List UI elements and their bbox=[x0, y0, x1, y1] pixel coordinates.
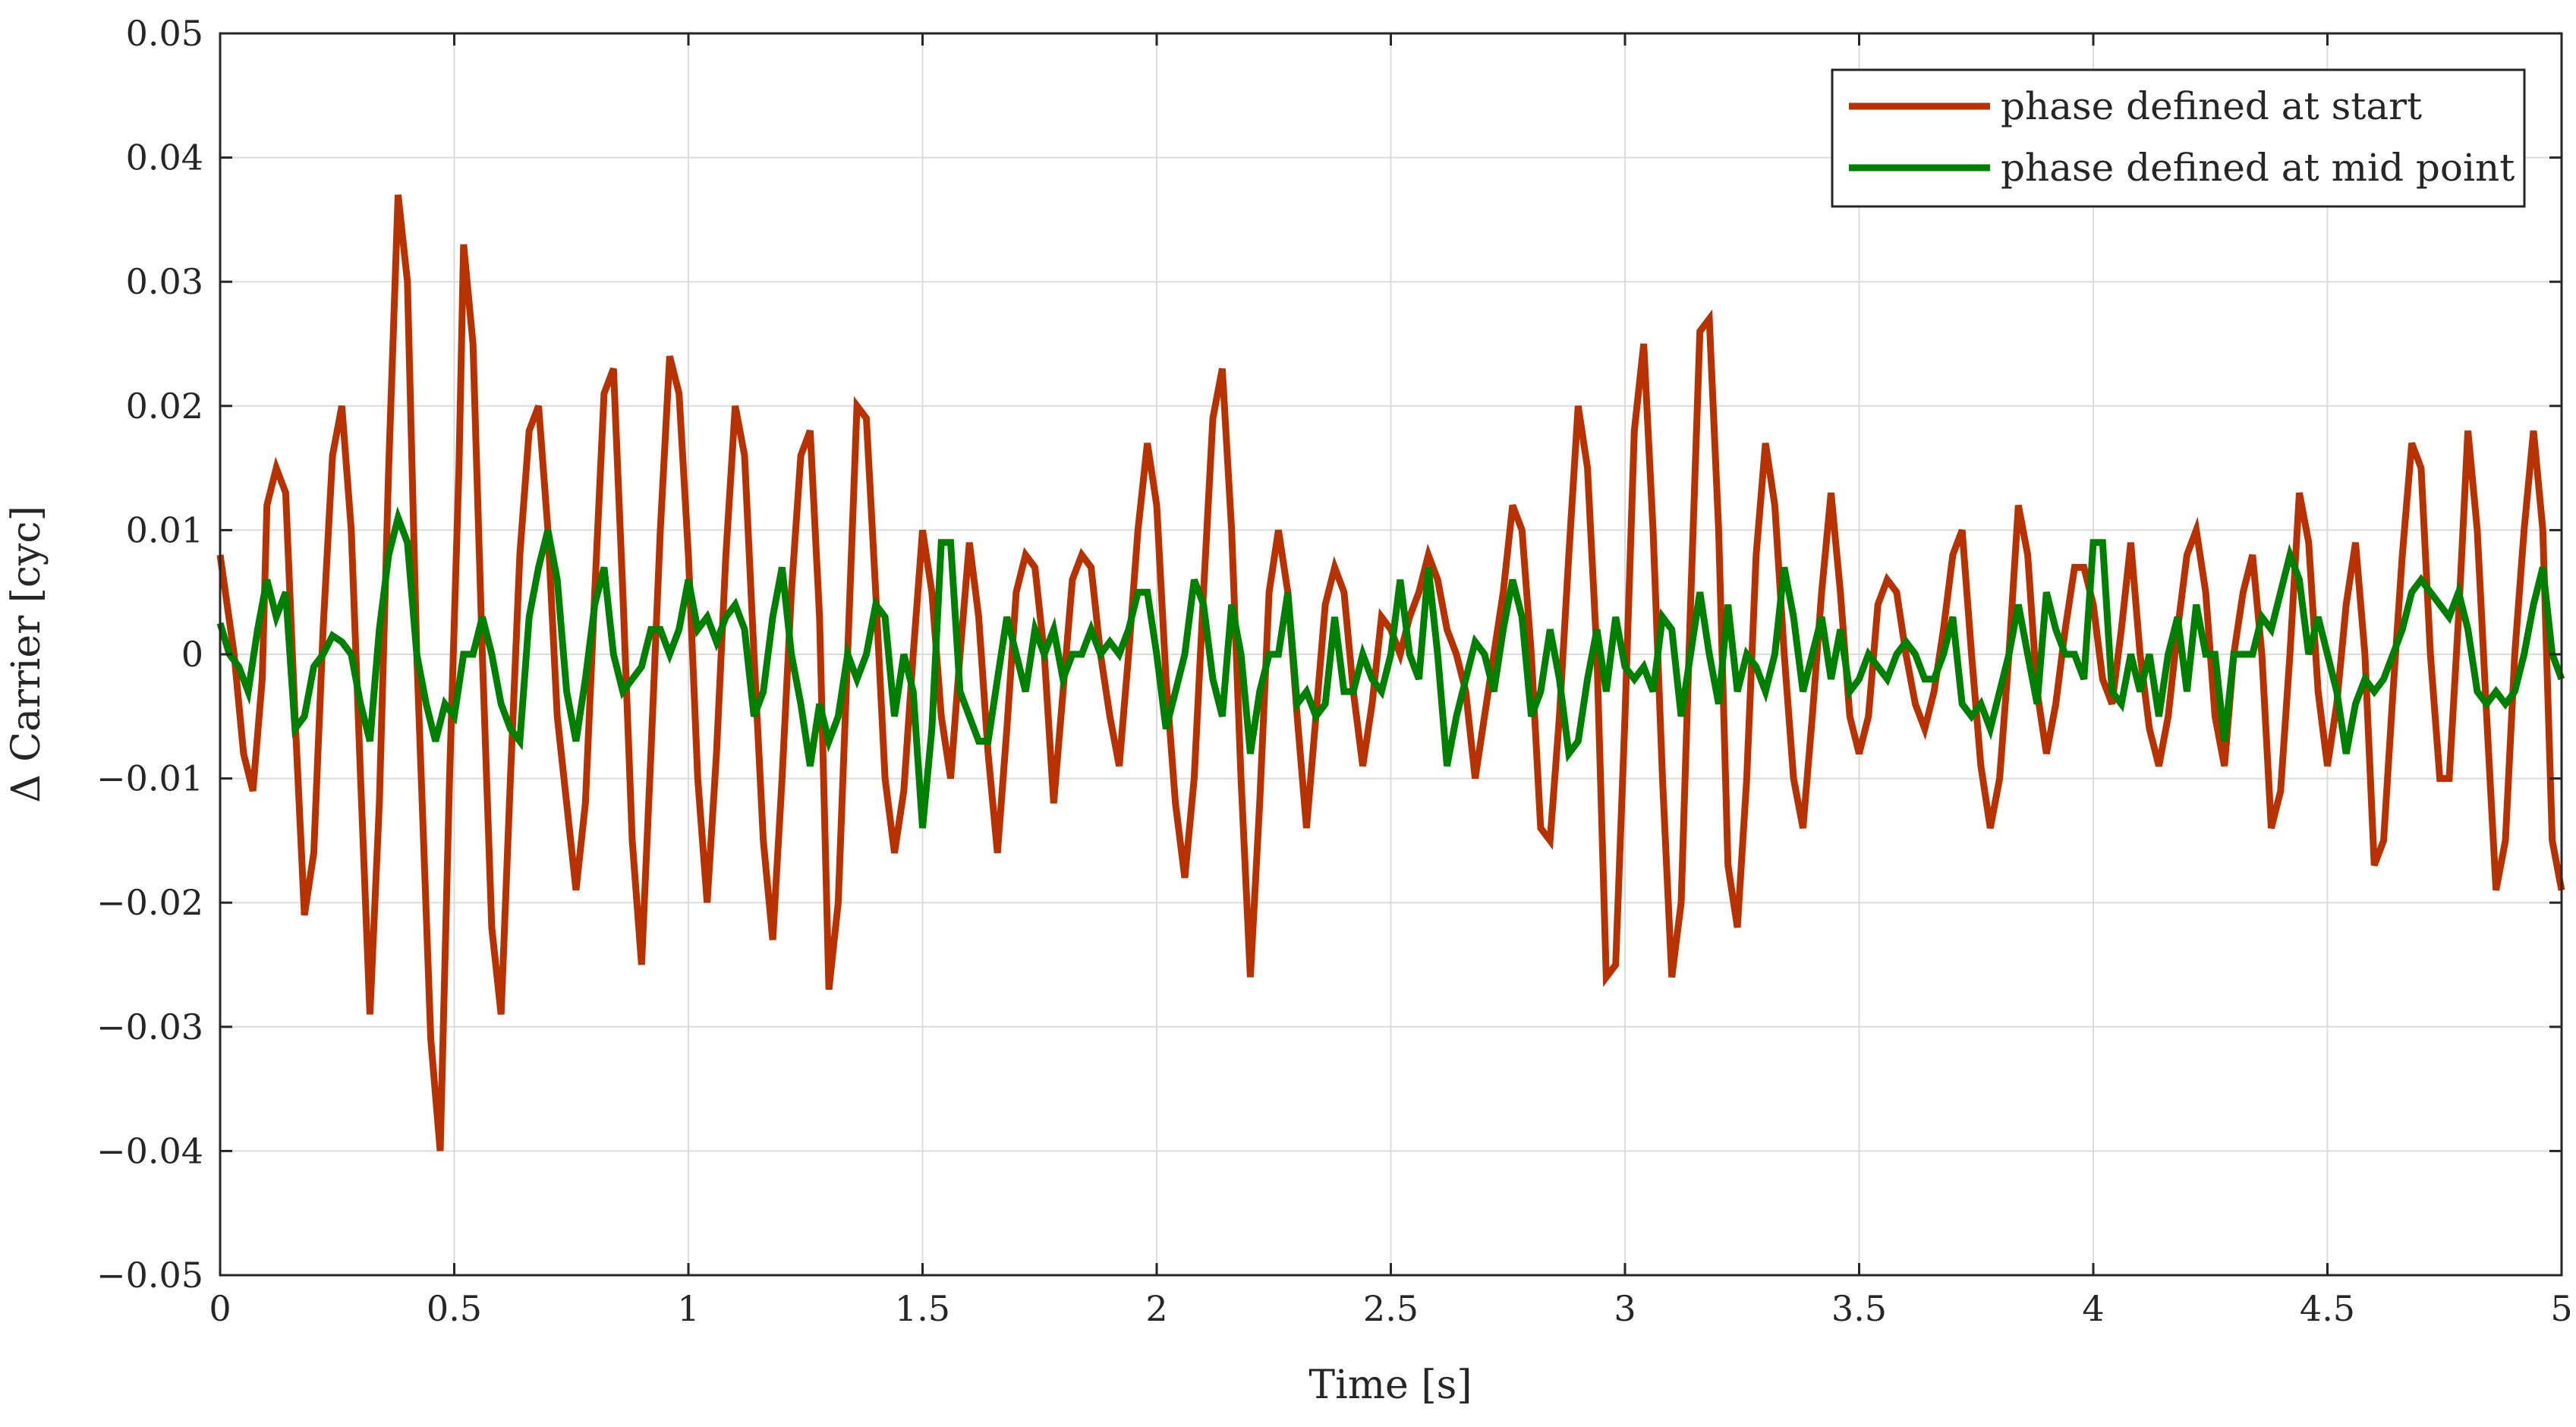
x-tick-label: 0 bbox=[209, 1288, 231, 1329]
y-tick-label: 0.04 bbox=[126, 137, 203, 178]
legend-box bbox=[1831, 68, 2526, 208]
y-tick-label: 0.03 bbox=[126, 261, 203, 302]
x-tick-label: 3 bbox=[1614, 1288, 1636, 1329]
y-tick-label: −0.03 bbox=[96, 1006, 203, 1047]
x-tick-label: 3.5 bbox=[1831, 1288, 1887, 1329]
x-tick-label: 5 bbox=[2550, 1288, 2572, 1329]
x-tick-label: 2 bbox=[1145, 1288, 1167, 1329]
x-tick-label: 1 bbox=[677, 1288, 699, 1329]
legend-label-phase-defined-at-mid-point: phase defined at mid point bbox=[2001, 146, 2515, 190]
y-axis-label: Δ Carrier [cyc] bbox=[4, 506, 49, 803]
x-tick-label: 4 bbox=[2082, 1288, 2104, 1329]
x-tick-label: 4.5 bbox=[2300, 1288, 2355, 1329]
x-axis-label: Time [s] bbox=[1308, 1362, 1472, 1408]
series-group bbox=[216, 194, 2565, 1151]
legend-label-phase-defined-at-start: phase defined at start bbox=[2001, 84, 2422, 128]
y-tick-label: −0.04 bbox=[96, 1130, 203, 1171]
y-tick-label: −0.02 bbox=[96, 882, 203, 923]
legend: phase defined at start phase defined at … bbox=[1831, 68, 2526, 208]
y-tick-label: 0 bbox=[181, 634, 203, 675]
y-tick-label: 0.01 bbox=[126, 509, 203, 550]
y-tick-label: −0.01 bbox=[96, 758, 203, 799]
x-tick-label: 0.5 bbox=[427, 1288, 482, 1329]
series-line-phase-defined-at-mid-point bbox=[216, 506, 2565, 829]
x-tick-label: 1.5 bbox=[895, 1288, 950, 1329]
y-tick-label: 0.02 bbox=[126, 386, 203, 427]
y-tick-label: −0.05 bbox=[96, 1255, 203, 1296]
y-tick-label: 0.05 bbox=[126, 13, 203, 54]
ticks: 0 0.5 1 1.5 2 2.5 3 3.5 4 4.5 5 −0.05 −0.04 −0.03 −0.0… bbox=[96, 13, 2573, 1329]
x-tick-label: 2.5 bbox=[1363, 1288, 1419, 1329]
